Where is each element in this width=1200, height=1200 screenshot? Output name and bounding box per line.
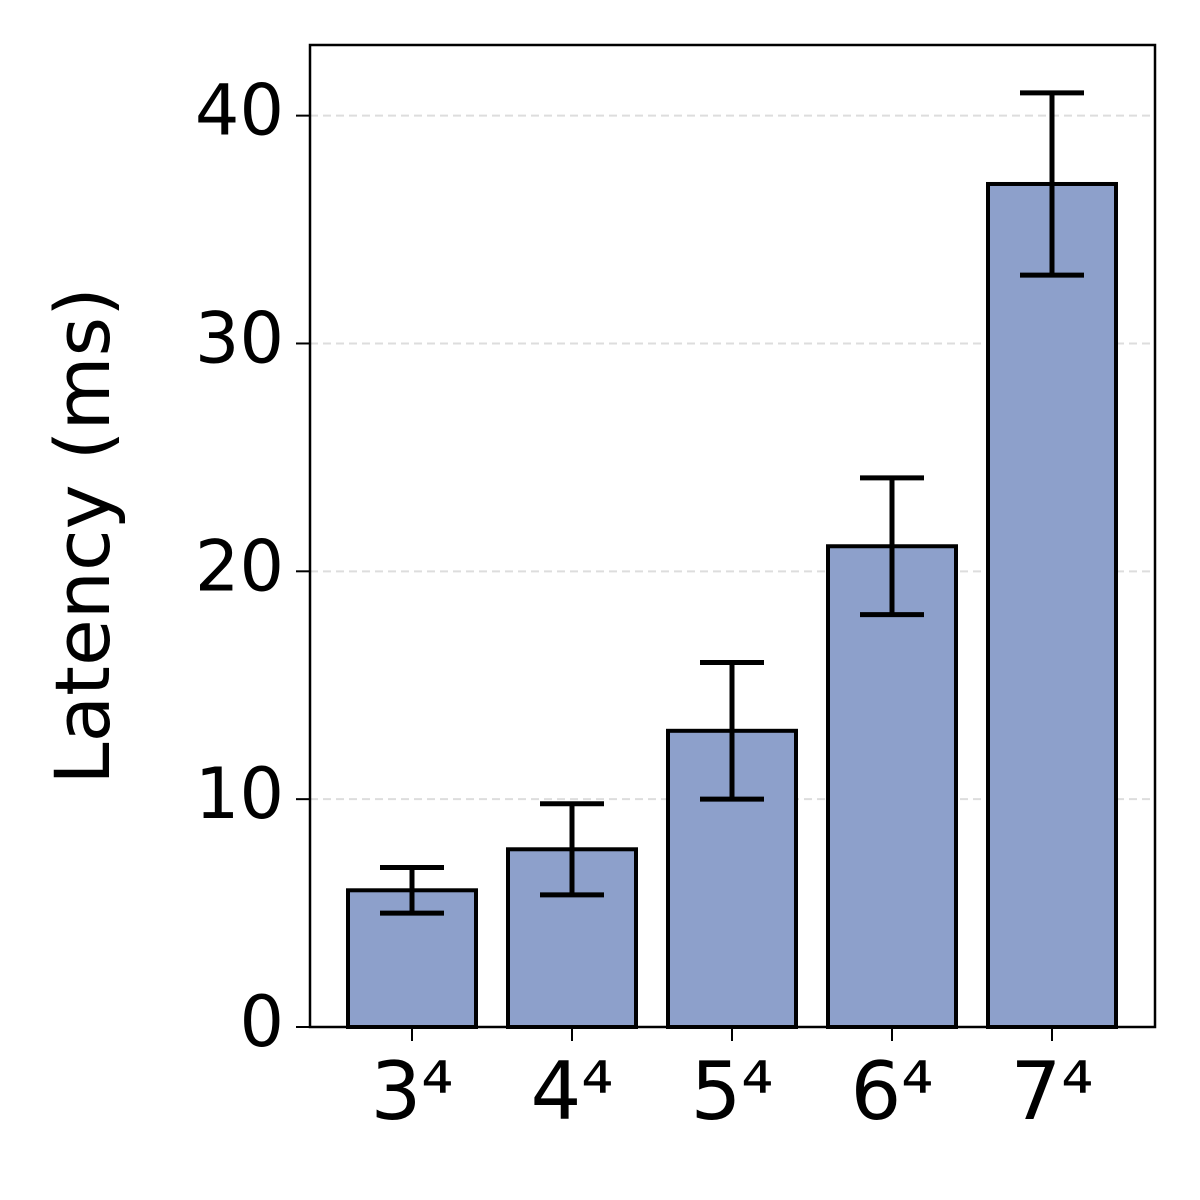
- x-tick-label: 5⁴: [691, 1045, 774, 1138]
- y-tick-label: 20: [195, 525, 284, 607]
- x-tick-label: 4⁴: [531, 1045, 614, 1138]
- x-tick-label: 3⁴: [371, 1045, 454, 1138]
- y-tick-label: 10: [195, 753, 284, 835]
- bar: [986, 181, 1118, 1029]
- y-axis-label: Latency (ms): [38, 287, 127, 785]
- error-bar: [700, 659, 764, 802]
- plot-frame: [308, 43, 1157, 1029]
- y-tick-label: 40: [195, 70, 284, 152]
- y-tick-label: 0: [239, 981, 284, 1063]
- bar: [826, 544, 958, 1030]
- error-bar: [860, 475, 924, 618]
- error-bar: [380, 865, 444, 916]
- x-tick-label: 6⁴: [851, 1045, 934, 1138]
- error-bar: [540, 801, 604, 898]
- x-tick-label: 7⁴: [1011, 1045, 1094, 1138]
- error-bar: [1020, 90, 1084, 278]
- y-tick-label: 30: [195, 298, 284, 380]
